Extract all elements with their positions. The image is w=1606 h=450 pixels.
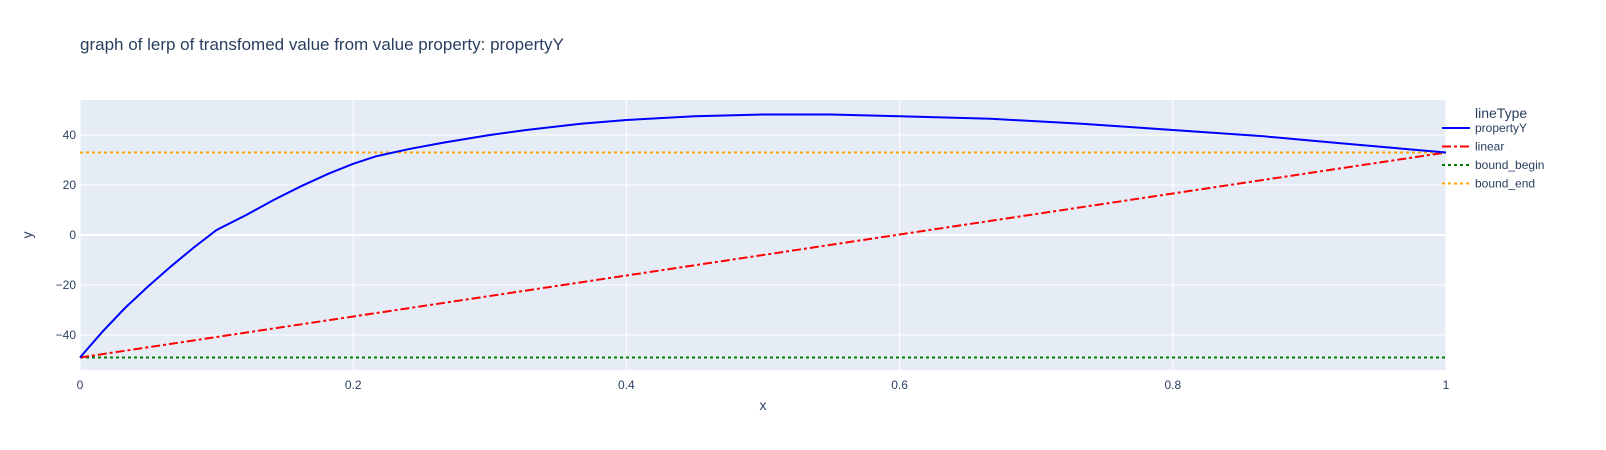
x-axis-title: x bbox=[760, 397, 767, 413]
y-tick-label: −40 bbox=[56, 328, 77, 342]
y-tick-label: 40 bbox=[63, 128, 77, 142]
chart-title: graph of lerp of transfomed value from v… bbox=[80, 35, 564, 54]
legend-label: linear bbox=[1475, 140, 1504, 154]
y-tick-label: 20 bbox=[63, 178, 77, 192]
legend-title: lineType bbox=[1475, 105, 1527, 121]
legend: lineType propertyY linear bound_beginbound… bbox=[1442, 105, 1544, 191]
x-tick-label: 0 bbox=[77, 378, 84, 392]
x-tick-label: 0.8 bbox=[1164, 378, 1181, 392]
x-axis-ticks: 0 0.2 0.4 0.6 0.8 1 bbox=[77, 378, 1450, 392]
y-tick-label: −20 bbox=[56, 278, 77, 292]
legend-label: bound_begin bbox=[1475, 158, 1544, 172]
y-axis-ticks: −40 −20 0 20 40 bbox=[56, 128, 77, 342]
x-tick-label: 1 bbox=[1443, 378, 1450, 392]
y-axis-title: y bbox=[19, 232, 35, 239]
x-tick-label: 0.4 bbox=[618, 378, 635, 392]
x-tick-label: 0.2 bbox=[345, 378, 362, 392]
legend-label: bound_end bbox=[1475, 177, 1535, 191]
x-tick-label: 0.6 bbox=[891, 378, 908, 392]
y-tick-label: 0 bbox=[69, 228, 76, 242]
legend-label: propertyY bbox=[1475, 121, 1527, 135]
